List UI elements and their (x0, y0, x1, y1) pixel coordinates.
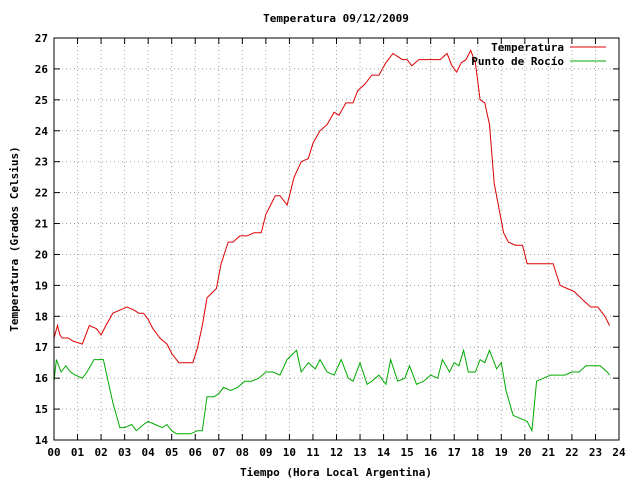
x-tick-label: 01 (71, 446, 85, 459)
y-tick-label: 15 (35, 403, 48, 416)
y-tick-label: 25 (35, 94, 48, 107)
x-tick-label: 05 (165, 446, 178, 459)
y-tick-label: 18 (35, 310, 48, 323)
x-tick-label: 22 (565, 446, 578, 459)
x-tick-label: 21 (542, 446, 556, 459)
x-tick-label: 10 (283, 446, 296, 459)
series-line-punto-de-rocio (53, 348, 610, 435)
y-axis-label: Temperatura (Grados Celsius) (8, 146, 21, 331)
x-tick-label: 03 (118, 446, 131, 459)
x-tick-label: 18 (471, 446, 484, 459)
legend-label-punto-de-rocio: Punto de Rocío (471, 55, 564, 68)
axis-ticks (53, 37, 620, 441)
x-tick-label: 17 (448, 446, 461, 459)
series-layer (53, 49, 611, 435)
x-tick-label: 06 (189, 446, 203, 459)
x-tick-label: 24 (612, 446, 626, 459)
x-tick-label: 20 (518, 446, 531, 459)
y-tick-label: 27 (35, 32, 48, 45)
y-tick-label: 14 (35, 434, 49, 447)
x-tick-label: 00 (47, 446, 60, 459)
y-tick-label: 16 (35, 372, 49, 385)
y-tick-label: 26 (35, 63, 49, 76)
x-tick-label: 02 (94, 446, 107, 459)
x-tick-label: 11 (306, 446, 320, 459)
series-line-temperatura (53, 49, 611, 364)
x-tick-label: 08 (236, 446, 249, 459)
y-tick-label: 19 (35, 279, 48, 292)
y-tick-label: 24 (35, 125, 49, 138)
y-tick-label: 20 (35, 248, 48, 261)
y-tick-label: 22 (35, 187, 48, 200)
chart-title: Temperatura 09/12/2009 (263, 12, 409, 25)
x-tick-label: 19 (495, 446, 508, 459)
y-tick-label: 17 (35, 341, 48, 354)
x-tick-label: 09 (259, 446, 272, 459)
y-tick-label: 23 (35, 156, 48, 169)
y-tick-label: 21 (35, 218, 49, 231)
x-tick-label: 13 (353, 446, 366, 459)
legend-label-temperatura: Temperatura (491, 41, 564, 54)
x-tick-label: 07 (212, 446, 225, 459)
x-tick-label: 15 (401, 446, 414, 459)
x-tick-label: 12 (330, 446, 343, 459)
x-axis-label: Tiempo (Hora Local Argentina) (240, 466, 432, 479)
x-tick-label: 16 (424, 446, 438, 459)
x-tick-label: 04 (142, 446, 156, 459)
grid (54, 38, 619, 440)
x-tick-label: 23 (589, 446, 602, 459)
axis-tick-labels: 00 01 02 03 04 05 06 07 08 09 10 11 12 13 14 15 16 17 18 19… (35, 32, 626, 459)
x-tick-label: 14 (377, 446, 391, 459)
